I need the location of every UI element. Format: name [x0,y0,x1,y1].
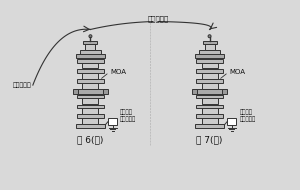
Bar [202,41,217,44]
Bar [196,79,224,83]
Bar [195,54,224,58]
Bar [205,44,214,50]
Text: MOA: MOA [230,69,245,75]
Bar [202,83,218,89]
Bar [82,108,98,114]
Bar [202,63,218,68]
Bar [199,50,220,54]
Text: 图 7(正): 图 7(正) [196,135,223,144]
Bar [82,98,98,104]
Text: 计数器或
在线监测器: 计数器或 在线监测器 [120,109,136,122]
Bar [73,89,77,94]
Bar [192,89,197,94]
Bar [202,108,218,114]
Bar [82,83,98,89]
Text: 计数器或
在线监测器: 计数器或 在线监测器 [239,109,256,122]
Bar [76,124,105,128]
Bar [82,73,98,79]
Bar [83,41,98,44]
Circle shape [208,35,211,38]
Bar [103,89,108,94]
Bar [76,94,104,98]
Bar [76,115,104,118]
Bar [82,63,98,68]
Circle shape [89,35,92,38]
Bar [196,115,224,118]
Bar [223,89,227,94]
Bar [76,59,104,63]
Bar [227,118,236,125]
Bar [196,94,224,98]
Bar [202,118,218,124]
Text: MOA: MOA [110,69,126,75]
Bar [80,50,101,54]
Bar [196,69,224,73]
Bar [202,73,218,79]
Bar [202,98,218,104]
Bar [196,89,224,94]
Bar [76,69,104,73]
Bar [76,79,104,83]
Bar [76,54,105,58]
Bar [108,118,117,125]
Bar [85,44,95,50]
Bar [195,124,224,128]
Bar [76,89,104,94]
Text: 接电力线路: 接电力线路 [13,82,32,88]
Bar [196,59,224,63]
Bar [196,105,224,108]
Bar [76,105,104,108]
Text: 图 6(误): 图 6(误) [77,135,104,144]
Bar [82,118,98,124]
Text: 接电力线路: 接电力线路 [147,15,169,22]
